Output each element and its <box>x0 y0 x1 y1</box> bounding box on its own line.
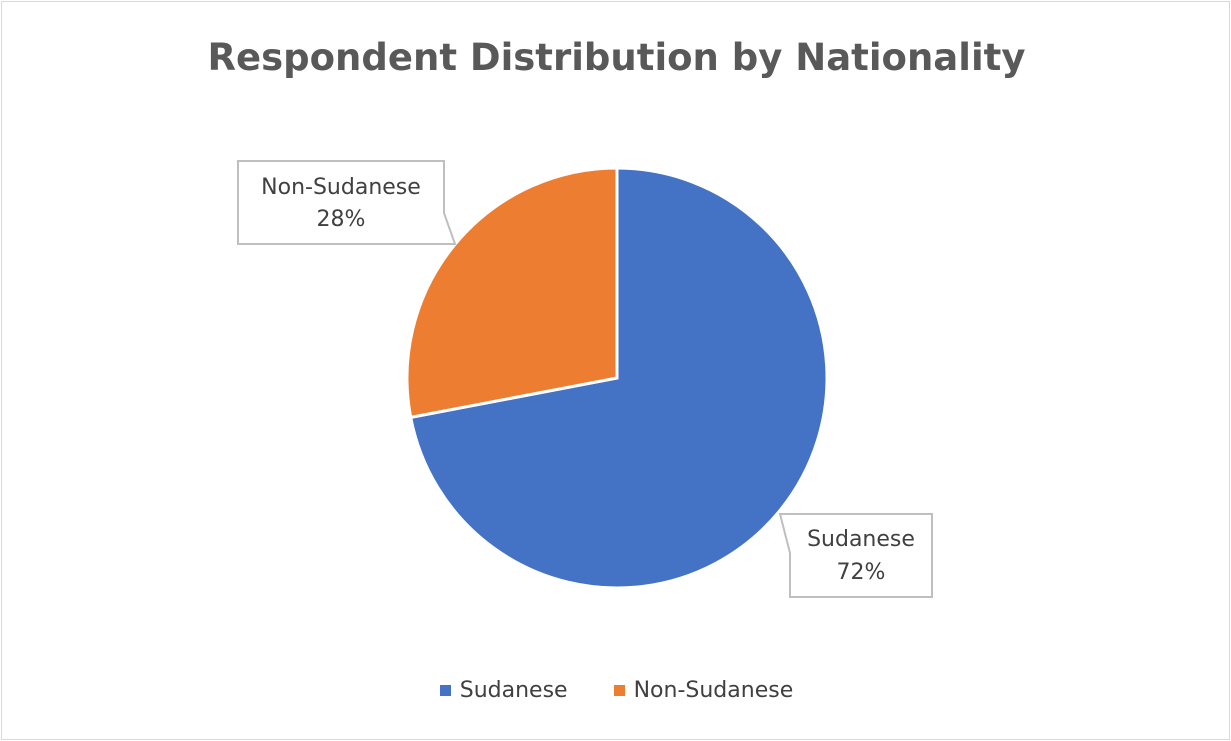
legend-item-non-sudanese: Non-Sudanese <box>613 678 794 703</box>
legend-label-sudanese: Sudanese <box>459 678 568 703</box>
callout-category-sudanese: Sudanese <box>807 527 915 552</box>
callout-box-non-sudanese <box>237 160 457 245</box>
legend-swatch-non-sudanese <box>613 685 625 696</box>
callout-value-sudanese: 72% <box>837 560 886 585</box>
callout-value-non-sudanese: 28% <box>317 207 366 232</box>
legend-swatch-sudanese <box>439 685 451 696</box>
legend-item-sudanese: Sudanese <box>439 678 568 703</box>
data-label-sudanese: Sudanese 72% <box>778 513 933 598</box>
chart-title: Respondent Distribution by Nationality <box>207 36 1026 79</box>
data-label-non-sudanese: Non-Sudanese 28% <box>237 160 457 245</box>
legend-label-non-sudanese: Non-Sudanese <box>633 678 794 703</box>
legend: Sudanese Non-Sudanese <box>2 678 1231 703</box>
callout-box-sudanese <box>778 513 933 598</box>
pie-slice-sudanese <box>408 166 829 590</box>
callout-category-non-sudanese: Non-Sudanese <box>261 175 421 200</box>
